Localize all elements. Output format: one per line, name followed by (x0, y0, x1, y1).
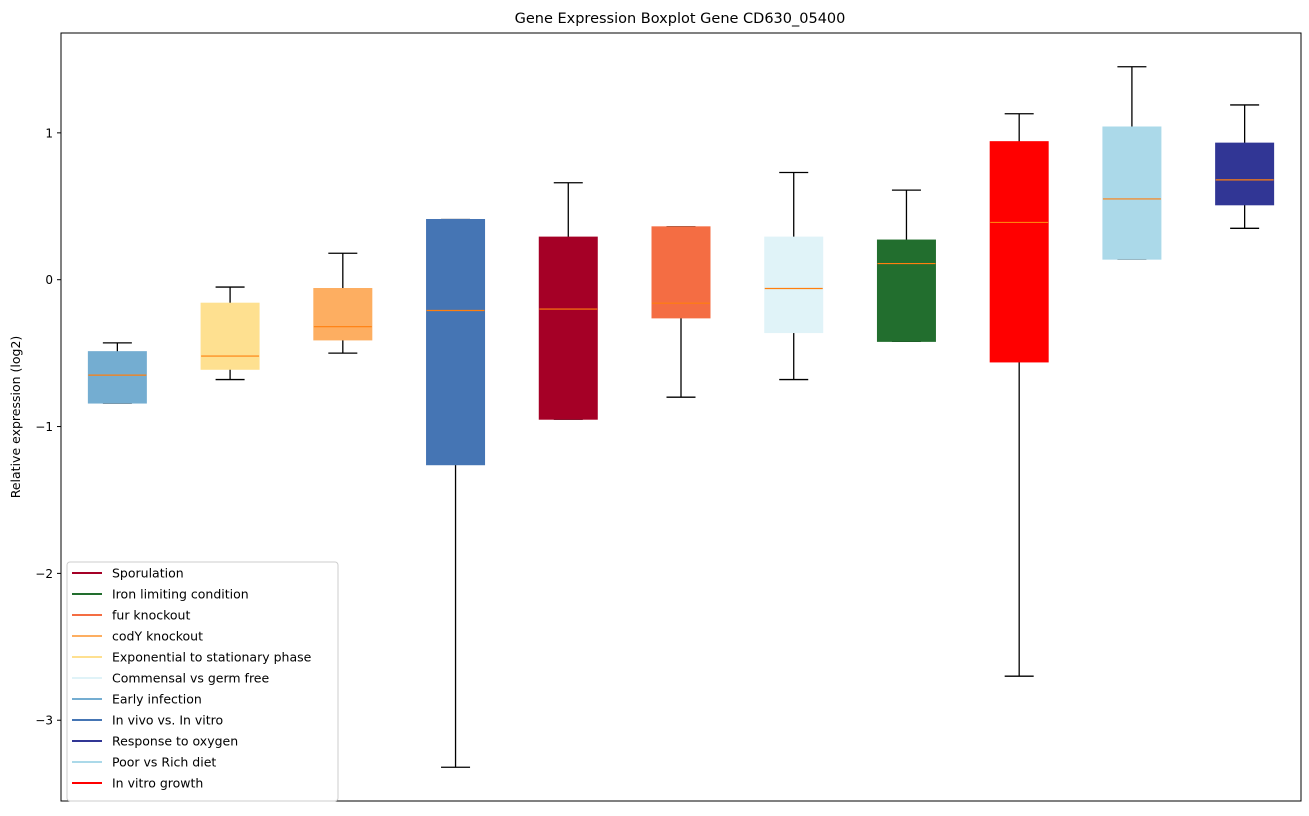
legend-label: Commensal vs germ free (112, 671, 269, 686)
box-response-to-oxygen (1215, 104, 1275, 229)
legend-label: Exponential to stationary phase (112, 650, 312, 665)
box-body (1102, 126, 1162, 260)
y-tick-label: −1 (35, 420, 53, 434)
box-commensal-vs-germ-free (764, 171, 824, 381)
box-body (87, 351, 147, 404)
y-tick-label: 1 (45, 126, 53, 140)
box-body (1215, 142, 1275, 206)
legend-label: Poor vs Rich diet (112, 755, 216, 770)
y-axis-label: Relative expression (log2) (8, 336, 23, 499)
box-iron-limiting-condition (876, 189, 936, 343)
box-exponential-to-stationary-phase (200, 286, 260, 381)
legend-entry: Exponential to stationary phase (72, 650, 312, 665)
legend-entry: In vitro growth (72, 776, 203, 791)
box-body (538, 236, 598, 420)
y-tick-label: 0 (45, 273, 53, 287)
box-fur-knockout (651, 226, 711, 398)
legend-label: Iron limiting condition (112, 587, 249, 602)
legend-entry: Poor vs Rich diet (72, 755, 216, 770)
box-sporulation (538, 182, 598, 420)
legend-frame (66, 561, 339, 802)
legend-label: fur knockout (112, 608, 190, 623)
legend-label: In vivo vs. In vitro (112, 713, 223, 728)
legend-entry: Iron limiting condition (72, 587, 249, 602)
legend-label: Response to oxygen (112, 734, 238, 749)
box-cody-knockout (313, 252, 373, 354)
y-tick-label: −3 (35, 714, 53, 728)
box-in-vitro-growth (989, 113, 1049, 677)
legend-label: codY knockout (112, 629, 203, 644)
legend-entry: fur knockout (72, 608, 190, 623)
box-body (200, 302, 260, 370)
box-in-vivo-vs-in-vitro (426, 218, 486, 768)
legend-label: Sporulation (112, 566, 184, 581)
box-body (764, 236, 824, 334)
plot-area-frame (60, 32, 1302, 802)
legend-entry: Early infection (72, 692, 202, 707)
box-poor-vs-rich-diet (1102, 66, 1162, 260)
legend-label: Early infection (112, 692, 202, 707)
legend-label: In vitro growth (112, 776, 203, 791)
box-early-infection (87, 342, 147, 404)
legend-entry: In vivo vs. In vitro (72, 713, 223, 728)
box-body (989, 141, 1049, 363)
chart-title: Gene Expression Boxplot Gene CD630_05400 (515, 11, 846, 27)
box-body (426, 218, 486, 466)
y-tick-label: −2 (35, 567, 53, 581)
legend-entry: Sporulation (72, 566, 184, 581)
box-body (876, 239, 936, 342)
legend-entry: codY knockout (72, 629, 203, 644)
box-body (651, 226, 711, 319)
legend-entry: Commensal vs germ free (72, 671, 269, 686)
legend-entry: Response to oxygen (72, 734, 238, 749)
legend: Sporulation Iron limiting condition fur kn… (66, 561, 339, 802)
box-body (313, 288, 373, 341)
